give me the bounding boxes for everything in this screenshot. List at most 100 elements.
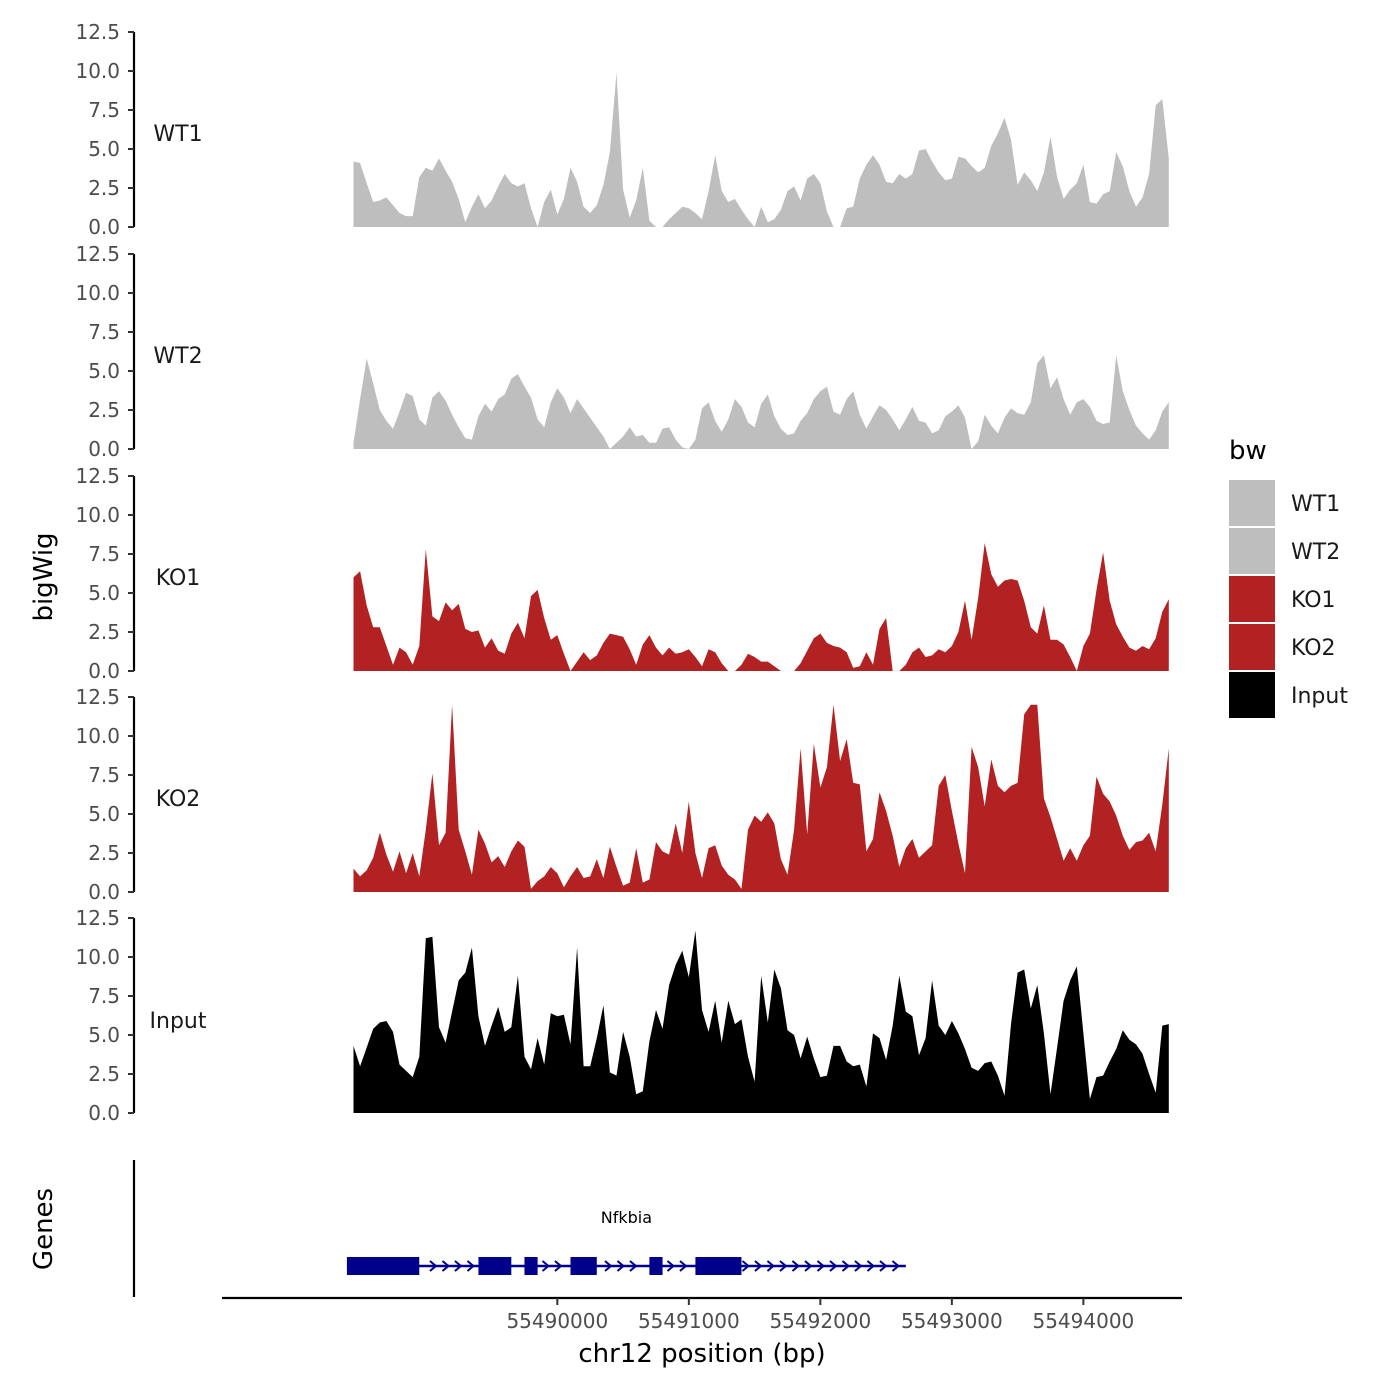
strand-arrow (779, 1260, 788, 1272)
gene-exon (695, 1257, 742, 1275)
legend-entries: WT1 WT2 KO1 KO2 Input (1229, 480, 1348, 718)
y-axis-input: 0.0 2.5 5.0 7.5 10.0 12.5 (75, 906, 136, 1125)
y-axis-wt2: 0.0 2.5 5.0 7.5 10.0 12.5 (75, 242, 136, 461)
legend-swatch-input (1229, 672, 1275, 718)
track-label-ko1: KO1 (156, 566, 201, 591)
y-tick-label: 0.0 (88, 880, 120, 904)
legend-label-ko1: KO1 (1291, 588, 1336, 613)
y-tick-label: 5.0 (88, 359, 120, 383)
strand-arrow (429, 1260, 438, 1272)
x-tick-label: 55491000 (638, 1309, 740, 1333)
track-area-wt1 (353, 72, 1169, 227)
y-tick-label: 10.0 (75, 503, 120, 527)
strand-arrow (754, 1260, 763, 1272)
strand-arrow (791, 1260, 800, 1272)
y-tick-label: 0.0 (88, 215, 120, 239)
y-tick-label: 12.5 (75, 464, 120, 488)
strand-arrow (616, 1260, 625, 1272)
strand-arrow (829, 1260, 838, 1272)
legend-title: bw (1229, 436, 1267, 466)
strand-arrow (891, 1260, 900, 1272)
y-tick-label: 12.5 (75, 906, 120, 930)
strand-arrow (866, 1260, 875, 1272)
legend-swatch-ko1 (1229, 576, 1275, 622)
strand-arrow (604, 1260, 613, 1272)
legend-label-ko2: KO2 (1291, 636, 1336, 661)
y-tick-label: 0.0 (88, 437, 120, 461)
genes-axis-title: Genes (29, 1188, 59, 1270)
track-area-input (353, 930, 1169, 1113)
y-tick-label: 12.5 (75, 20, 120, 44)
gene-exon (478, 1257, 512, 1275)
gene-model: Nfkbia (346, 1208, 906, 1275)
y-tick-label: 2.5 (88, 176, 120, 200)
legend: bw WT1 WT2 KO1 KO2 Input (1229, 436, 1348, 718)
x-tick-label: 55494000 (1032, 1309, 1134, 1333)
strand-arrow (679, 1260, 688, 1272)
strand-arrow (841, 1260, 850, 1272)
strand-arrow (554, 1260, 563, 1272)
y-tick-label: 0.0 (88, 659, 120, 683)
strand-arrow (466, 1260, 475, 1272)
y-axis-ko1: 0.0 2.5 5.0 7.5 10.0 12.5 (75, 464, 136, 683)
y-tick-label: 10.0 (75, 59, 120, 83)
y-tick-label: 7.5 (88, 984, 120, 1008)
strand-arrow (816, 1260, 825, 1272)
track-label-wt2: WT2 (153, 344, 202, 369)
gene-strand-arrows (429, 1260, 900, 1272)
y-tick-label: 7.5 (88, 763, 120, 787)
legend-swatch-ko2 (1229, 624, 1275, 670)
legend-label-input: Input (1291, 684, 1348, 709)
strand-arrow (441, 1260, 450, 1272)
track-area-ko1 (353, 543, 1169, 671)
y-tick-label: 2.5 (88, 1062, 120, 1086)
genes-panel: Genes Nfkbia (29, 1160, 906, 1297)
legend-label-wt1: WT1 (1291, 492, 1340, 517)
strand-arrow (879, 1260, 888, 1272)
track-panel-wt2: WT2 0.0 2.5 5.0 7.5 10.0 12.5 (75, 242, 1169, 461)
y-tick-label: 5.0 (88, 137, 120, 161)
track-label-input: Input (150, 1009, 207, 1034)
x-axis-ticks: 55490000 55491000 55492000 55493000 55494000 (506, 1298, 1134, 1333)
gene-exons (346, 1257, 742, 1275)
gene-exon (346, 1257, 420, 1275)
y-tick-label: 5.0 (88, 1023, 120, 1047)
track-panel-ko2: KO2 0.0 2.5 5.0 7.5 10.0 12.5 (75, 685, 1169, 904)
y-axis-ko2: 0.0 2.5 5.0 7.5 10.0 12.5 (75, 685, 136, 904)
x-axis-title: chr12 position (bp) (578, 1339, 825, 1369)
legend-swatch-wt1 (1229, 480, 1275, 526)
track-area-wt2 (353, 355, 1169, 449)
y-tick-label: 2.5 (88, 841, 120, 865)
y-tick-label: 5.0 (88, 802, 120, 826)
y-axis-wt1: 0.0 2.5 5.0 7.5 10.0 12.5 (75, 20, 136, 239)
track-panel-input: Input 0.0 2.5 5.0 7.5 10.0 12.5 (75, 906, 1169, 1125)
gene-exon (649, 1257, 663, 1275)
y-tick-label: 0.0 (88, 1101, 120, 1125)
y-tick-label: 7.5 (88, 98, 120, 122)
x-tick-label: 55490000 (506, 1309, 608, 1333)
strand-arrow (666, 1260, 675, 1272)
strand-arrow (741, 1260, 750, 1272)
y-tick-label: 7.5 (88, 542, 120, 566)
gene-exon (570, 1257, 597, 1275)
track-panel-wt1: WT1 0.0 2.5 5.0 7.5 10.0 12.5 (75, 20, 1169, 239)
gene-name-label: Nfkbia (601, 1208, 652, 1227)
gene-exon (524, 1257, 538, 1275)
track-label-ko2: KO2 (156, 787, 201, 812)
y-tick-label: 12.5 (75, 242, 120, 266)
y-tick-label: 10.0 (75, 724, 120, 748)
track-label-wt1: WT1 (153, 122, 202, 147)
strand-arrow (629, 1260, 638, 1272)
strand-arrow (454, 1260, 463, 1272)
legend-swatch-wt2 (1229, 528, 1275, 574)
strand-arrow (766, 1260, 775, 1272)
y-tick-label: 10.0 (75, 945, 120, 969)
x-tick-label: 55493000 (901, 1309, 1003, 1333)
track-panel-ko1: KO1 0.0 2.5 5.0 7.5 10.0 12.5 (75, 464, 1169, 683)
x-tick-label: 55492000 (769, 1309, 871, 1333)
y-tick-label: 5.0 (88, 581, 120, 605)
strand-arrow (541, 1260, 550, 1272)
track-area-ko2 (353, 704, 1169, 892)
y-tick-label: 2.5 (88, 398, 120, 422)
